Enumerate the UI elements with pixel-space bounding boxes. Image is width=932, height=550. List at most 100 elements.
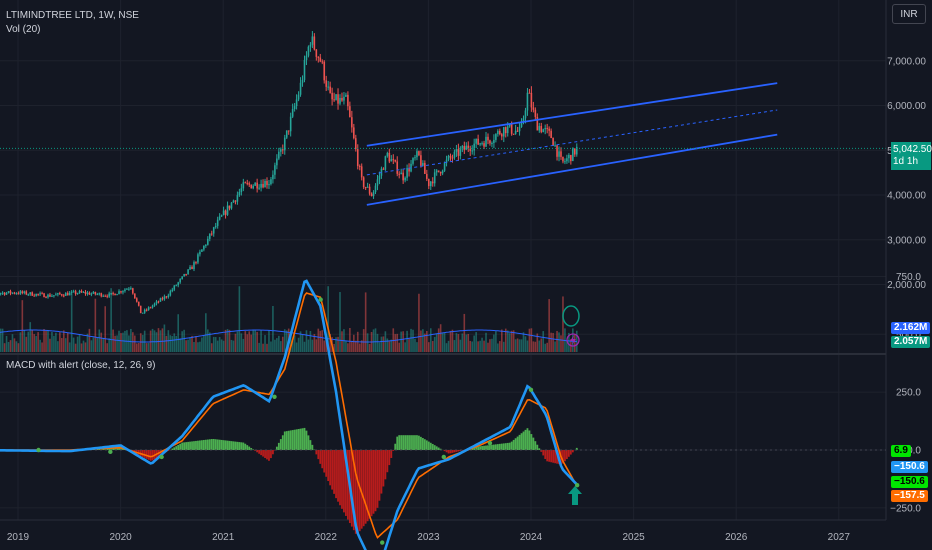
macd-hist-bar xyxy=(210,439,213,450)
macd-hist-bar xyxy=(408,435,410,450)
macd-hist-bar xyxy=(368,450,371,519)
macd-value-badge: −150.6 xyxy=(891,461,928,473)
macd-hist-bar xyxy=(305,430,308,450)
volume-bar xyxy=(236,331,239,352)
volume-bar xyxy=(388,341,391,352)
candles xyxy=(0,31,578,314)
candle-body xyxy=(13,292,16,294)
macd-hist-bar xyxy=(506,442,509,450)
volume-bar xyxy=(378,342,381,352)
volume-bar xyxy=(390,339,393,352)
volume-bar xyxy=(1,328,4,352)
candle-body xyxy=(205,244,207,246)
candle-body xyxy=(347,94,349,107)
macd-hist-bar xyxy=(433,445,436,450)
macd-hist-bar xyxy=(435,446,438,450)
regression-channel[interactable] xyxy=(366,82,778,206)
symbol-title[interactable]: LTIMINDTREE LTD, 1W, NSE xyxy=(6,10,139,21)
candle-body xyxy=(356,149,359,167)
candle-body xyxy=(203,245,205,250)
macd-hist-bar xyxy=(151,450,154,461)
candle-body xyxy=(301,79,304,83)
macd-hist-bar xyxy=(427,441,430,450)
volume-bar xyxy=(528,328,531,352)
volume-bar xyxy=(240,333,243,352)
macd-hist-bar xyxy=(567,450,570,457)
macd-hist-bar xyxy=(394,443,397,450)
price-tick-label: 3,000.00 xyxy=(887,235,926,246)
macd-hist-bar xyxy=(250,448,253,450)
candle-body xyxy=(244,182,247,184)
volume-bar xyxy=(35,335,37,352)
lightning-icon[interactable] xyxy=(566,333,580,347)
macd-hist-bar xyxy=(195,440,197,450)
volume-bar xyxy=(420,330,422,352)
macd-hist-bar xyxy=(386,450,389,473)
candle-body xyxy=(155,301,158,304)
volume-bar xyxy=(33,334,35,352)
volume-bar xyxy=(92,337,95,352)
volume-bar xyxy=(510,330,513,352)
candle-body xyxy=(560,151,562,157)
volume-bar xyxy=(153,330,156,352)
candle-body xyxy=(191,266,193,270)
volume-bar xyxy=(45,330,47,352)
candle-body xyxy=(31,292,34,296)
volume-bar xyxy=(210,343,213,352)
candle-body xyxy=(268,184,270,186)
volume-bar xyxy=(309,331,312,352)
candle-body xyxy=(532,107,535,110)
macd-legend[interactable]: MACD with alert (close, 12, 26, 9) xyxy=(6,360,156,371)
volume-bar xyxy=(78,334,81,352)
currency-button[interactable]: INR xyxy=(892,4,926,24)
candle-body xyxy=(339,97,341,104)
candle-body xyxy=(366,186,369,188)
candle-body xyxy=(384,156,387,170)
candle-body xyxy=(254,182,256,186)
candle-body xyxy=(491,143,493,145)
volume-bar xyxy=(431,341,434,352)
volume-bar xyxy=(437,328,440,352)
volume-bar xyxy=(382,336,385,352)
macd-hist-bar xyxy=(204,439,207,450)
candle-body xyxy=(208,233,211,239)
candle-body xyxy=(110,293,112,295)
volume-bar xyxy=(477,341,479,352)
candle-body xyxy=(214,225,217,228)
volume-bar xyxy=(329,334,331,352)
volume-legend[interactable]: Vol (20) xyxy=(6,24,41,35)
macd-hist-bar xyxy=(173,447,176,450)
candle-body xyxy=(270,179,272,185)
candle-body xyxy=(372,192,375,197)
volume-bar xyxy=(303,341,306,352)
volume-bar xyxy=(70,294,73,352)
macd-hist-bar xyxy=(218,439,221,450)
volume-bar xyxy=(386,338,389,352)
candle-body xyxy=(465,145,468,150)
volume-bar xyxy=(102,338,105,352)
candle-body xyxy=(23,291,26,293)
macd-hist-bar xyxy=(287,430,290,450)
macd-hist-bar xyxy=(483,445,485,450)
candle-body xyxy=(368,186,371,194)
candle-body xyxy=(181,276,183,279)
candle-body xyxy=(552,137,554,146)
candle-body xyxy=(70,291,73,293)
candle-body xyxy=(404,177,406,181)
macd-hist-bar xyxy=(575,447,578,450)
volume-bar xyxy=(41,342,43,352)
volume-bar xyxy=(84,342,87,352)
volume-bar xyxy=(61,338,63,352)
volume-bar xyxy=(151,328,154,352)
macd-hist-bar xyxy=(420,436,422,450)
volume-bar xyxy=(218,337,221,352)
candle-body xyxy=(39,293,41,295)
volume-bar xyxy=(319,330,322,352)
candle-body xyxy=(398,173,400,175)
candle-body xyxy=(169,291,172,296)
candle-body xyxy=(53,295,55,297)
macd-hist-bar xyxy=(309,440,312,450)
volume-bar xyxy=(518,339,521,352)
candle-body xyxy=(76,293,79,295)
